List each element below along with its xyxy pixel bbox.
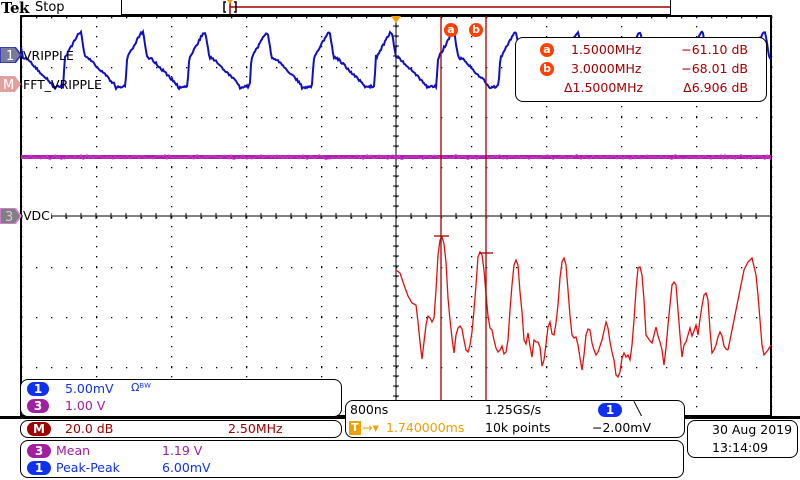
readout-a-badge: a: [540, 43, 554, 57]
bandwidth-limit-icon: Ωᴮᵂ: [131, 381, 151, 394]
date: 30 Aug 2019: [712, 422, 792, 437]
measurements-panel[interactable]: 3 Mean 1.19 V 1 Peak-Peak 6.00mV: [20, 440, 684, 478]
math-marker[interactable]: M: [0, 76, 22, 96]
trigger-position-icon: [391, 16, 401, 23]
cursor-readout: a 1.5000MHz −61.10 dB b 3.0000MHz −68.01…: [515, 37, 767, 102]
vertical-panel[interactable]: 1 5.00mV Ωᴮᵂ 3 1.00 V: [20, 379, 342, 417]
math-scale: 20.0 dB: [65, 421, 113, 436]
cursor-a-level: −61.10 dB: [681, 42, 748, 57]
cursor-b-level: −68.01 dB: [681, 61, 748, 76]
sample-rate: 1.25GS/s: [485, 402, 541, 417]
cursor-b-freq: 3.0000MHz: [571, 61, 641, 76]
meas1-name: Mean: [56, 443, 90, 458]
datetime-panel[interactable]: 30 Aug 2019 13:14:09: [687, 420, 798, 458]
math-badge: M: [27, 422, 51, 436]
cursor-a-freq: 1.5000MHz: [571, 42, 641, 57]
ch1-marker[interactable]: 1: [0, 47, 22, 67]
cursor-delta-level: Δ6.906 dB: [683, 80, 748, 95]
meas1-value: 1.19 V: [162, 443, 202, 458]
trigger-level: −2.00mV: [592, 420, 651, 435]
trigger-position: 1.740000ms: [386, 420, 464, 435]
meas1-badge: 3: [27, 444, 51, 458]
trigger-source-badge: 1: [598, 403, 622, 417]
svg-text:1: 1: [6, 49, 14, 63]
time: 13:14:09: [712, 440, 768, 455]
svg-text:M: M: [3, 78, 14, 92]
trigger-delay-icon: T: [349, 421, 361, 435]
ch1-label: VRIPPLE: [23, 48, 74, 63]
ch3-scale: 1.00 V: [65, 398, 105, 413]
math-label: FFT_VRIPPLE: [23, 77, 102, 92]
meas2-badge: 1: [27, 461, 51, 475]
svg-text:3: 3: [5, 210, 13, 224]
ch1-badge: 1: [27, 382, 49, 396]
time-per-div: 800ns: [350, 402, 388, 417]
math-panel[interactable]: M 20.0 dB 2.50MHz: [20, 420, 342, 438]
cursor-a-badge[interactable]: a: [444, 23, 458, 37]
horizontal-panel[interactable]: 800ns 1.25GS/s 1 ╲ T →▾ 1.740000ms 10k p…: [345, 400, 685, 438]
ch1-scale: 5.00mV: [65, 381, 114, 396]
meas2-name: Peak-Peak: [56, 460, 120, 475]
record-length: 10k points: [485, 420, 551, 435]
ch3-marker[interactable]: 3: [0, 208, 22, 228]
cursor-b-badge[interactable]: b: [469, 23, 483, 37]
ch3-badge: 3: [27, 399, 49, 413]
math-center-freq: 2.50MHz: [228, 421, 283, 436]
cursor-delta-freq: Δ1.5000MHz: [564, 80, 643, 95]
ch3-label: VDC: [23, 208, 51, 223]
arrow-icon: →▾: [362, 420, 379, 435]
trigger-slope-icon: ╲: [634, 401, 642, 416]
meas2-value: 6.00mV: [162, 460, 211, 475]
readout-b-badge: b: [540, 62, 554, 76]
fft-trace: [396, 237, 728, 377]
